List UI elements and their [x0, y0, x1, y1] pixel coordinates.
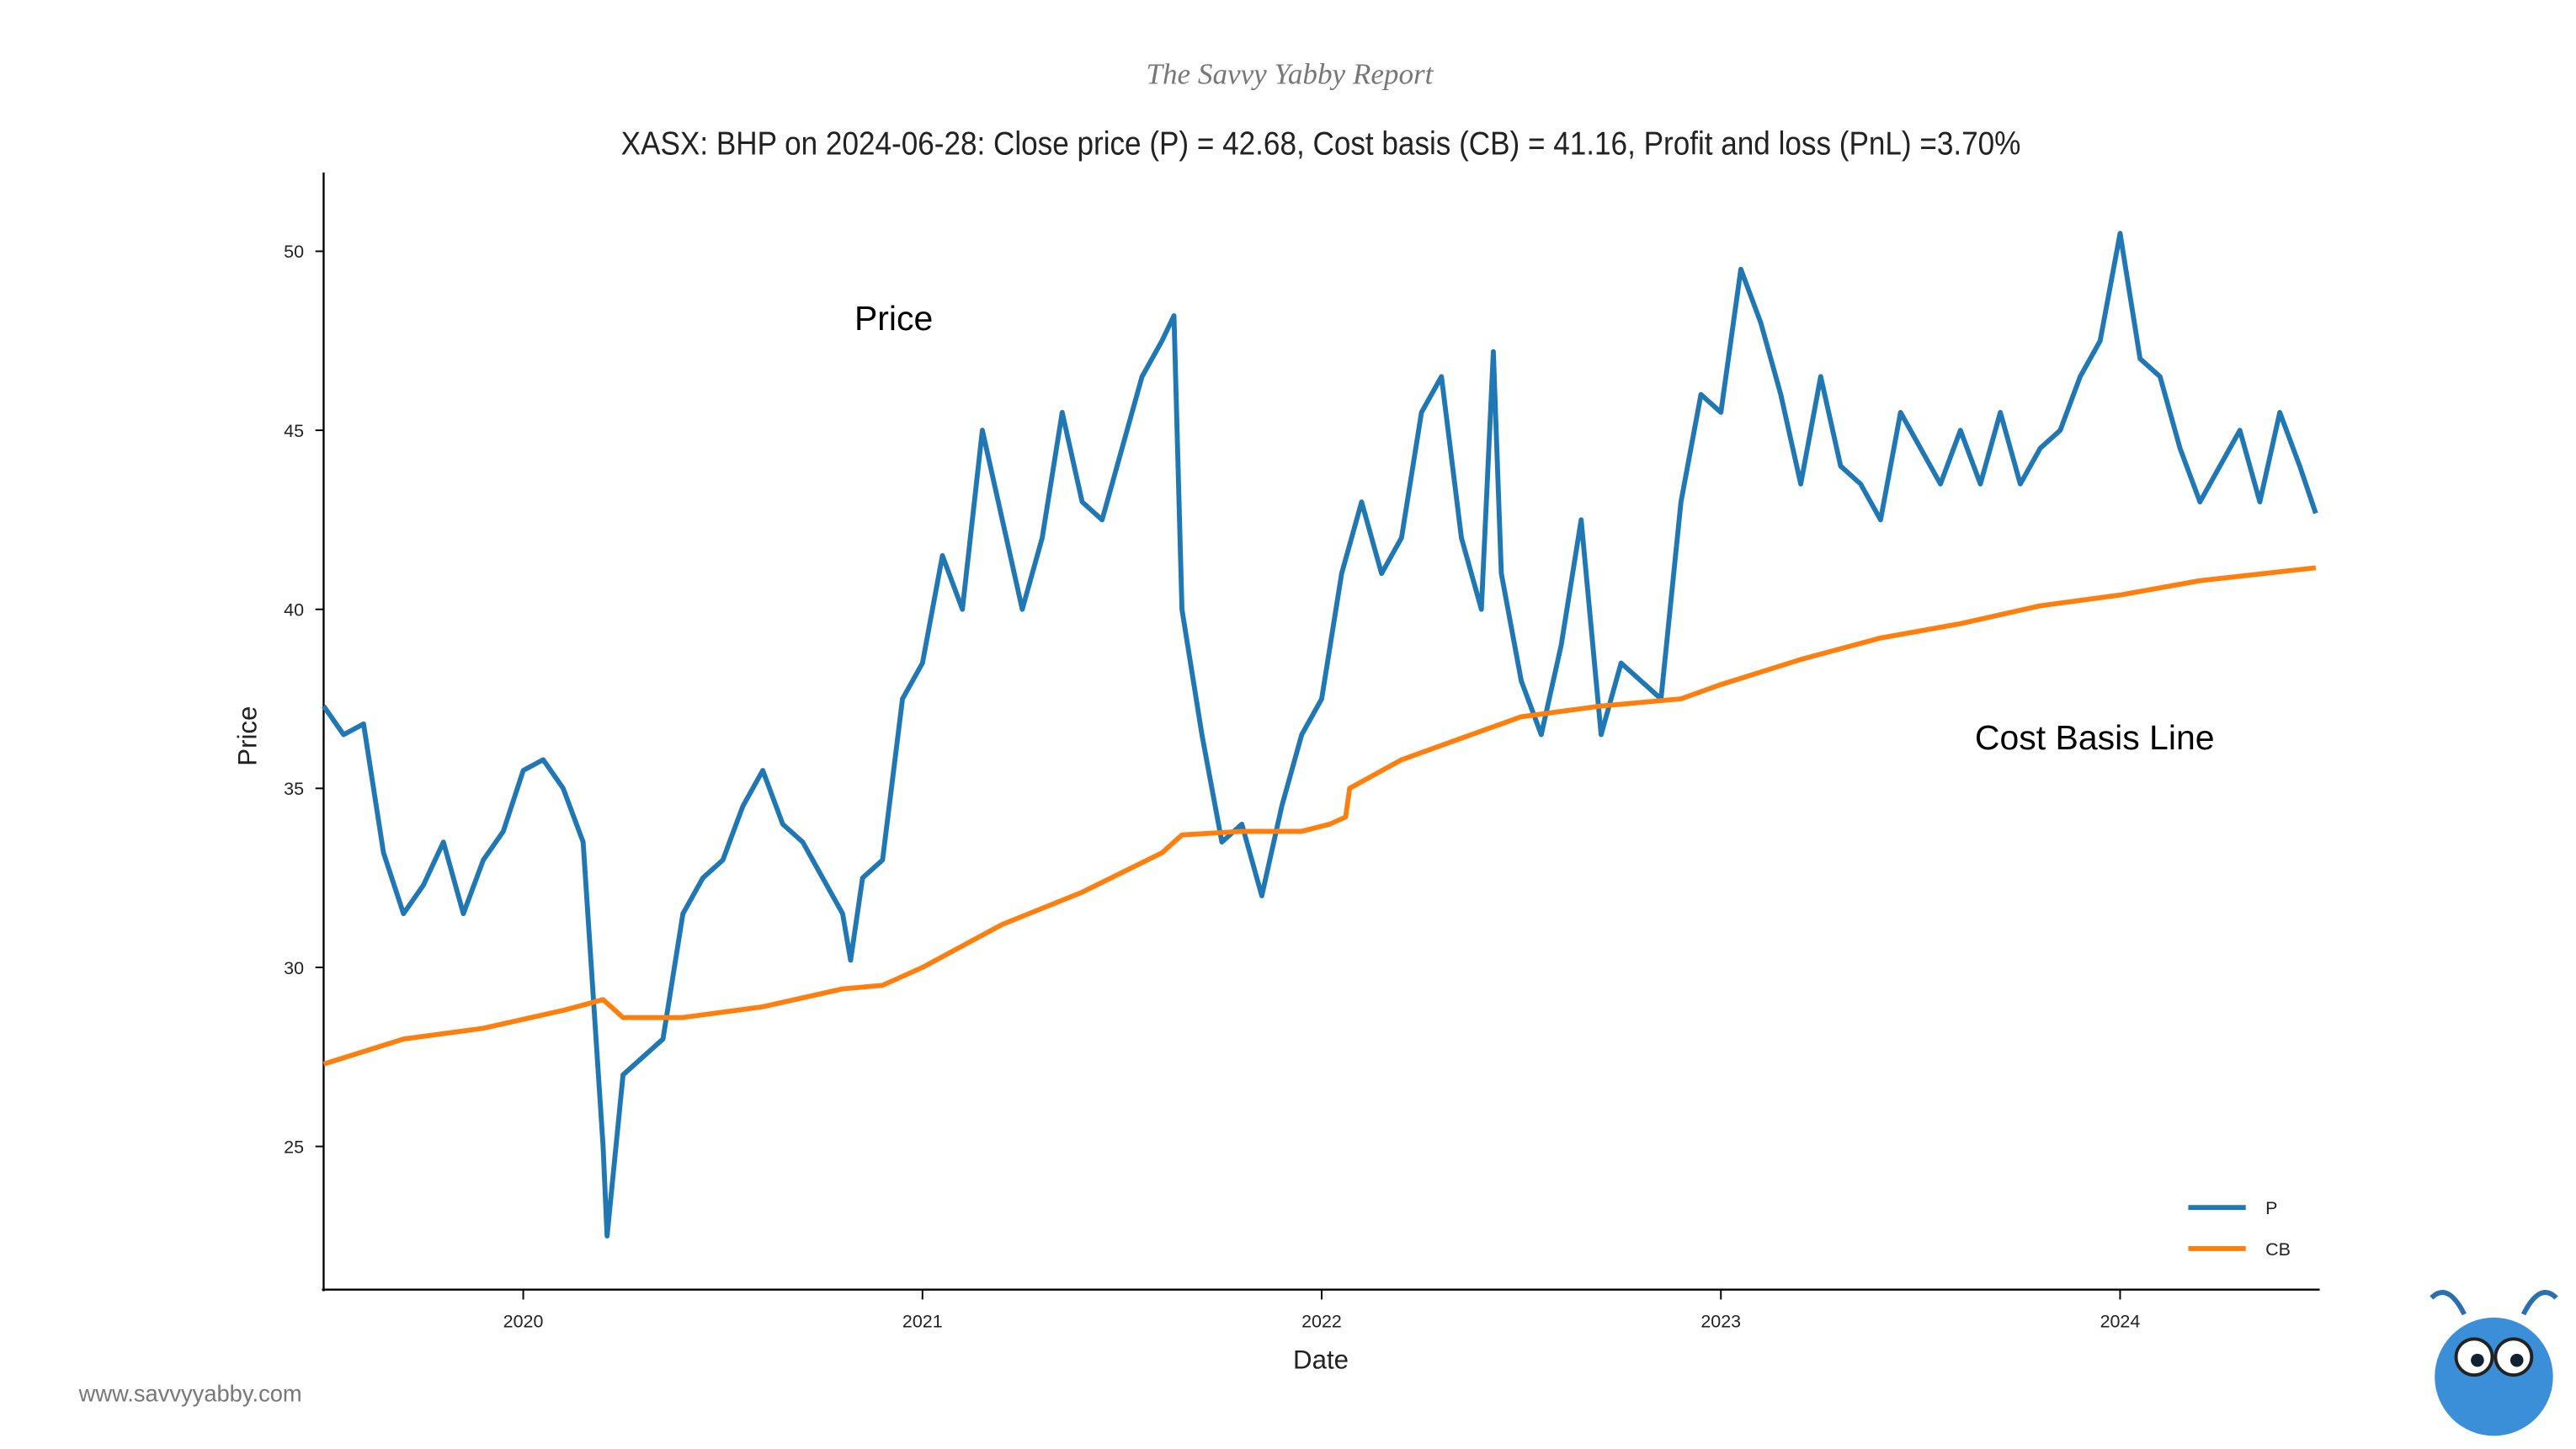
x-tick-label: 2022: [1301, 1312, 1342, 1332]
logo-pupil: [2471, 1353, 2484, 1367]
y-tick-label: 25: [284, 1137, 304, 1157]
legend-label: CB: [2265, 1239, 2291, 1260]
legend-label: P: [2265, 1198, 2277, 1218]
x-tick-label: 2024: [2100, 1312, 2141, 1332]
line-series: [322, 231, 2318, 1239]
logo-body: [2435, 1317, 2553, 1436]
y-tick-label: 30: [284, 958, 304, 978]
logo-pupil: [2509, 1353, 2524, 1367]
report-header: The Savvy Yabby Report: [1146, 58, 1434, 91]
y-tick-label: 40: [284, 600, 304, 621]
annotation: Cost Basis Line: [1975, 718, 2215, 757]
logo-antenna: [2430, 1290, 2558, 1316]
footer: www.savvyyabby.com: [78, 1380, 302, 1406]
logo: [2430, 1290, 2558, 1436]
y-tick-label: 45: [284, 421, 304, 441]
y-axis-label: Price: [232, 706, 262, 766]
line-series: [322, 565, 2317, 1067]
x-axis-label: Date: [1293, 1345, 1349, 1374]
x-tick-label: 2023: [1700, 1312, 1741, 1332]
annotation: Price: [854, 299, 933, 338]
x-tick-label: 2021: [902, 1312, 943, 1332]
chart-title: XASX: BHP on 2024-06-28: Close price (P)…: [621, 125, 2021, 162]
y-tick-label: 50: [284, 242, 304, 262]
x-tick-label: 2020: [503, 1312, 544, 1332]
y-tick-label: 35: [284, 779, 304, 799]
